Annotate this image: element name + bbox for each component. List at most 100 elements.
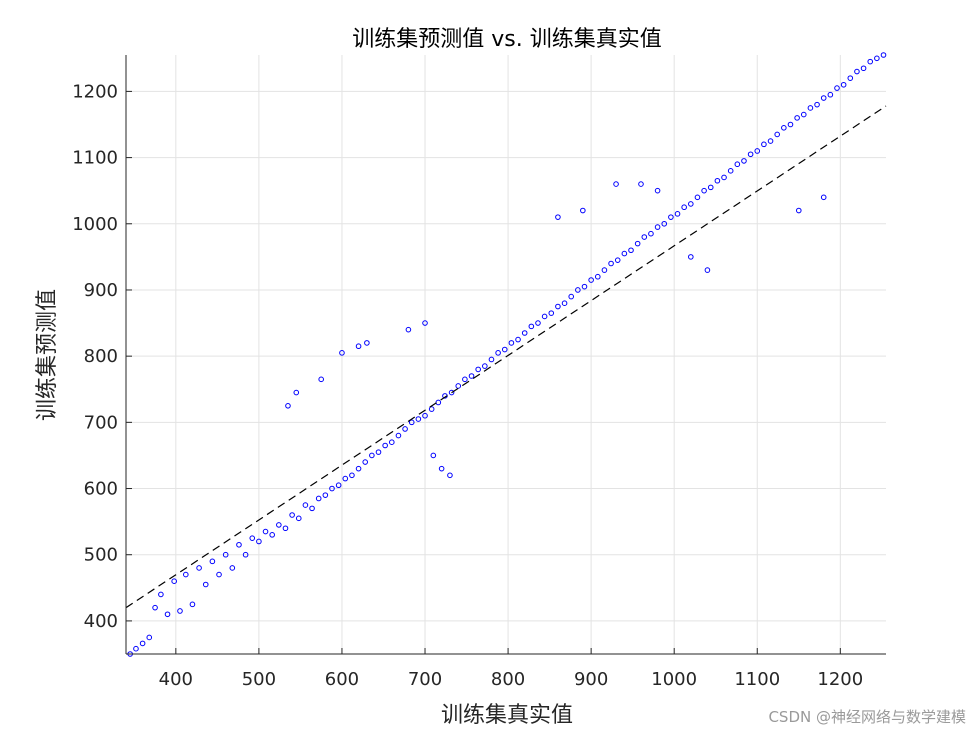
scatter-point [761,141,767,148]
scatter-point [415,416,422,422]
scatter-point [694,194,701,201]
scatter-point [501,346,508,353]
scatter-point [781,125,787,131]
x-tick-labels: 400 500 600 700 800 900 1000 1100 1200 [159,669,864,690]
x-tick-label: 700 [408,669,442,690]
chart-title: 训练集预测值 vs. 训练集真实值 [352,27,661,52]
scatter-point [276,522,282,528]
scatter-point [814,101,820,108]
scatter-point [448,389,455,396]
scatter-point [196,565,202,571]
scatter-point [146,634,153,641]
scatter-point [575,287,581,293]
y-tick-labels: 400 500 600 700 800 900 1000 1100 1200 [72,81,118,632]
scatter-point [588,277,594,283]
y-tick-label: 400 [84,611,118,632]
scatter-point [295,515,302,522]
scatter-point [580,207,586,214]
scatter-point [189,601,196,608]
scatter-point [674,211,681,217]
scatter-point [408,419,415,426]
scatter-point [177,608,183,614]
x-tick-label: 400 [159,669,193,690]
scatter-point [216,571,222,578]
scatter-point [133,645,139,652]
scatter-point [661,220,668,227]
scatter-point [335,482,342,489]
y-tick-label: 1000 [72,214,118,235]
scatter-point [581,283,588,290]
scatter-point [229,565,236,571]
scatter-point [555,303,561,310]
scatter-point [355,343,362,350]
x-axis-label: 训练集真实值 [441,703,573,728]
scatter-point [548,310,555,316]
scatter-point [293,389,300,396]
scatter-point [688,201,694,207]
scatter-point [827,91,834,98]
scatter-point [171,578,177,584]
scatter-point [621,250,628,257]
scatter-point [369,452,375,459]
scatter-point [594,273,601,280]
y-tick-label: 900 [84,280,118,301]
scatter-point [462,376,468,383]
scatter-point [568,293,575,300]
scatter-point [807,105,814,111]
scatter-point [309,505,315,512]
scatter-point [638,181,644,187]
scatter-point [601,267,608,273]
scatter-point [422,320,428,326]
scatter-point [860,65,867,72]
scatter-point [654,224,661,230]
scatter-point [447,472,453,479]
scatter-point [438,465,445,472]
scatter-point [767,138,774,144]
scatter-point [158,591,164,598]
scatter-point [242,551,249,558]
scatter-point [322,492,329,498]
scatter-point [688,254,694,260]
y-tick-label: 1200 [72,81,118,102]
scatter-point [555,214,561,220]
scatter-point [202,581,209,588]
scatter-point [209,558,216,565]
scatter-point [714,177,721,184]
scatter-point [285,402,291,409]
x-tick-label: 600 [325,669,359,690]
scatter-point [774,131,780,138]
scatter-point [634,240,641,247]
scatter-point [681,204,687,211]
scatter-point [402,426,408,432]
scatter-point [395,432,402,439]
scatter-point [302,502,309,508]
scatter-point [754,148,761,154]
scatter-point [515,336,521,343]
scatter-point [521,330,528,336]
scatter-point [795,207,802,214]
scatter-point [704,267,711,273]
scatter-point [508,340,515,346]
y-tick-label: 700 [84,412,118,433]
scatter-point [349,472,355,479]
scatter-point [641,234,648,240]
scatter-point [800,111,807,118]
scatter-point [488,356,495,363]
x-tick-label: 1200 [817,669,863,690]
scatter-point [329,485,335,492]
scatter-point [794,115,800,121]
scatter-point [727,168,734,174]
watermark-text: CSDN @神经网络与数学建模 [768,708,966,726]
scatter-point [152,604,158,611]
scatter-point [289,512,295,518]
scatter-point [701,187,707,194]
scatter-point [375,449,382,455]
scatter-point [475,366,481,373]
scatter-point [561,300,568,307]
scatter-point [339,350,345,356]
scatter-point [262,528,269,535]
scatter-point [707,184,714,191]
y-tick-label: 500 [84,545,118,566]
scatter-point [269,532,275,538]
scatter-point [342,475,349,482]
